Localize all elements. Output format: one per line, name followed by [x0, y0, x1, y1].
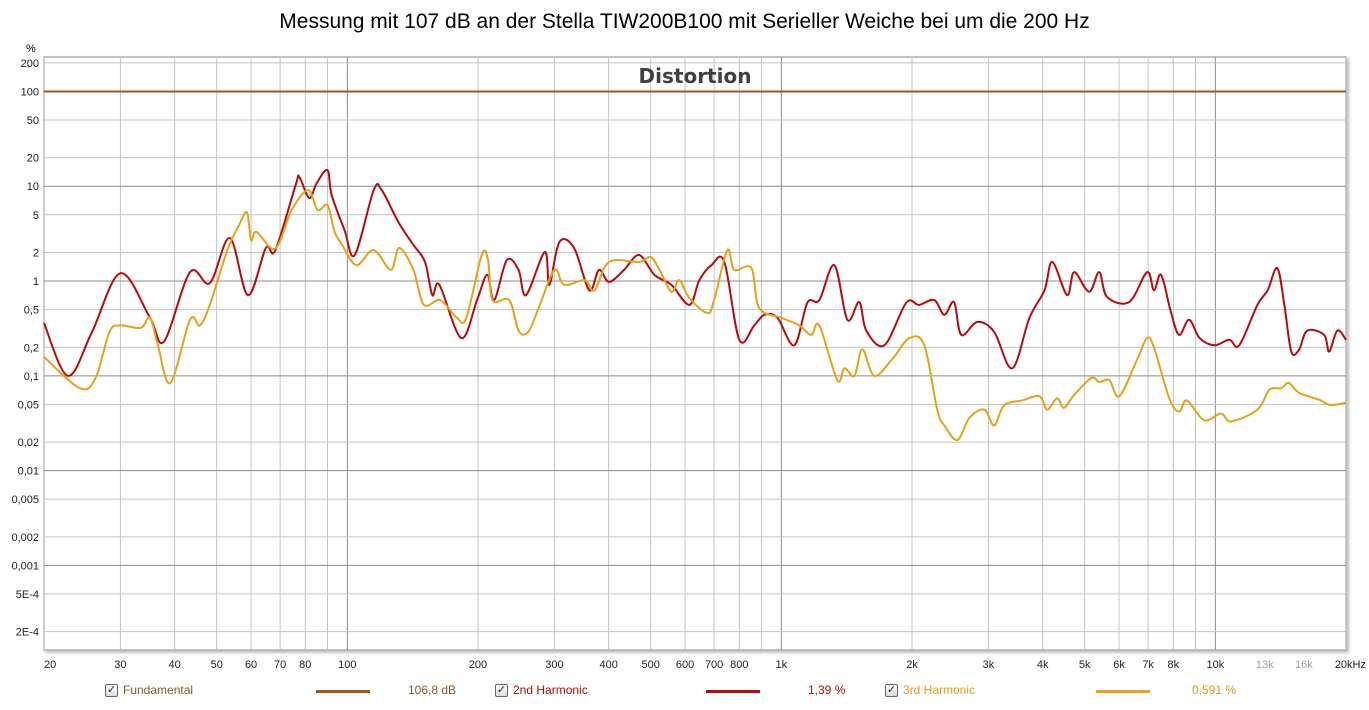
legend-label: 2nd Harmonic — [513, 683, 588, 697]
y-tick-label: 10 — [27, 181, 39, 193]
x-tick-label: 80 — [299, 659, 311, 671]
x-tick-label: 7k — [1142, 659, 1154, 671]
x-tick-label: 16k — [1295, 659, 1313, 671]
x-tick-label: 10k — [1206, 659, 1224, 671]
y-tick-label: 0,5 — [24, 305, 39, 317]
x-tick-label: 3k — [983, 659, 995, 671]
legend-label: 3rd Harmonic — [903, 683, 976, 697]
x-tick-label: 70 — [274, 659, 286, 671]
x-tick-label: 30 — [114, 659, 126, 671]
y-tick-label: 0,002 — [11, 532, 39, 544]
legend-item-fundamental[interactable]: ✓ Fundamental — [105, 683, 193, 697]
plot-area — [43, 56, 1347, 651]
legend-item-2nd-harmonic[interactable]: ✓ 2nd Harmonic — [495, 683, 588, 697]
x-tick-label: 200 — [469, 659, 487, 671]
y-tick-label: 0,02 — [18, 437, 39, 449]
x-tick-label: 40 — [169, 659, 181, 671]
legend-value-2nd-harmonic: 1,39 % — [808, 683, 846, 697]
x-tick-label: 500 — [642, 659, 660, 671]
legend-line-3rd-harmonic — [1096, 690, 1150, 693]
x-tick-label: 6k — [1113, 659, 1125, 671]
x-tick-label: 600 — [676, 659, 694, 671]
x-tick-label: 20 — [44, 659, 56, 671]
y-tick-label: 0,005 — [11, 494, 39, 506]
chart-title: Messung mit 107 dB an der Stella TIW200B… — [279, 10, 1090, 33]
x-tick-label: 800 — [730, 659, 748, 671]
y-tick-label: 1 — [33, 276, 39, 288]
checkbox-2nd-harmonic[interactable]: ✓ — [495, 683, 508, 697]
x-tick-label: 100 — [338, 659, 356, 671]
y-tick-label: 5E-4 — [16, 589, 39, 601]
checkbox-3rd-harmonic[interactable]: ✓ — [885, 683, 898, 697]
y-tick-label: 2 — [33, 247, 39, 259]
y-tick-label: 0,05 — [18, 399, 39, 411]
x-tick-label: 13k — [1256, 659, 1274, 671]
x-tick-label: 700 — [705, 659, 723, 671]
y-tick-label: 20 — [27, 153, 39, 165]
checkbox-fundamental[interactable]: ✓ — [105, 683, 118, 697]
y-tick-label: 0,001 — [11, 560, 39, 572]
x-tick-label: 5k — [1079, 659, 1091, 671]
x-tick-label: 4k — [1037, 659, 1049, 671]
legend-label: Fundamental — [123, 683, 194, 697]
y-tick-label: 0,1 — [24, 371, 39, 383]
x-tick-label: 20kHz — [1335, 659, 1366, 671]
x-tick-label: 50 — [211, 659, 223, 671]
series-line-3rd-harmonic — [43, 189, 1347, 442]
x-tick-label: 8k — [1167, 659, 1179, 671]
y-tick-label: 200 — [21, 58, 39, 70]
x-tick-label: 300 — [545, 659, 563, 671]
y-tick-label: 100 — [21, 86, 39, 98]
x-tick-label: 400 — [599, 659, 617, 671]
legend-item-3rd-harmonic[interactable]: ✓ 3rd Harmonic — [885, 683, 975, 697]
series-line-2nd-harmonic — [43, 168, 1347, 377]
legend-value-fundamental: 106,8 dB — [408, 683, 457, 697]
y-tick-label: 0,01 — [18, 466, 39, 478]
distortion-annotation: Distortion — [639, 64, 752, 88]
legend-line-fundamental — [316, 690, 370, 693]
x-tick-label: 60 — [245, 659, 257, 671]
y-tick-label: 2E-4 — [16, 627, 39, 639]
x-tick-label: 2k — [906, 659, 918, 671]
y-tick-label: 0,2 — [24, 342, 39, 354]
y-tick-label: 5 — [33, 210, 39, 222]
x-tick-label: 1k — [776, 659, 788, 671]
legend-value-3rd-harmonic: 0,591 % — [1192, 683, 1237, 697]
y-axis-unit: % — [26, 43, 36, 55]
y-tick-label: 50 — [27, 115, 39, 127]
legend-line-2nd-harmonic — [706, 690, 760, 693]
